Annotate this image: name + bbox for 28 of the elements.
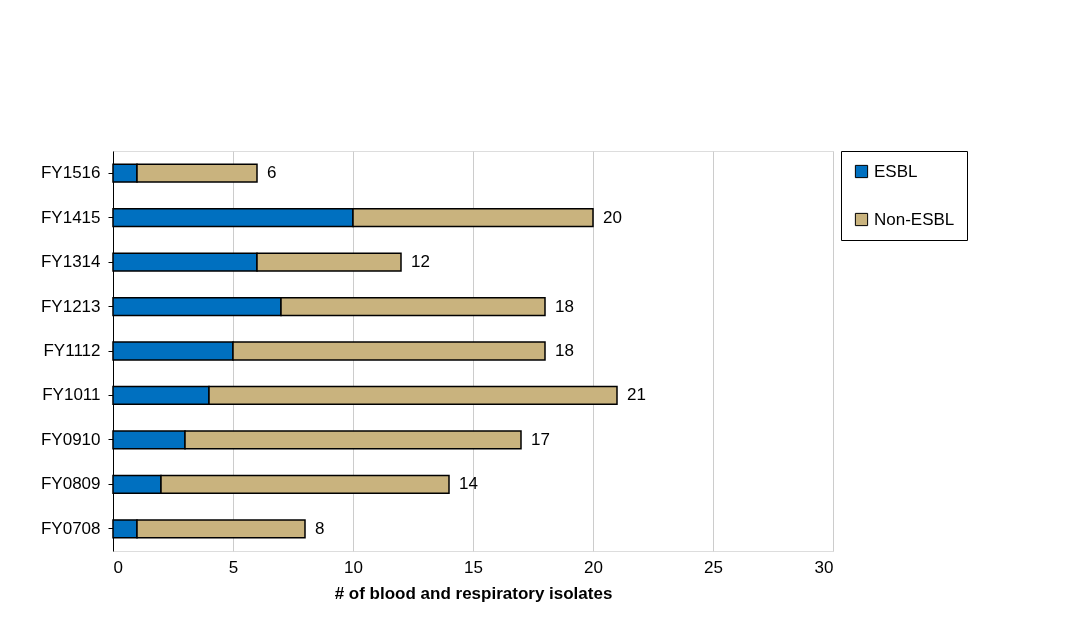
total-label: 18 [555, 296, 574, 316]
x-tick-label: 5 [228, 557, 239, 577]
x-tick-label: 20 [584, 557, 603, 577]
total-label: 21 [627, 385, 646, 405]
total-label: 12 [411, 252, 430, 272]
y-tick-label: FY0809 [40, 474, 101, 494]
y-tick-label: FY1415 [40, 207, 101, 227]
total-label: 8 [315, 518, 325, 538]
y-tick-label: FY1112 [43, 341, 101, 360]
y-tick-label: FY0708 [40, 518, 101, 538]
y-tick-label: FY1011 [42, 385, 101, 405]
x-tick-label: 15 [464, 557, 483, 577]
total-label: 18 [555, 341, 574, 360]
legend-label: Non-ESBL [874, 209, 955, 229]
y-tick-label: FY1314 [40, 252, 101, 272]
y-tick-label: FY1213 [40, 296, 101, 316]
x-tick-label: 0 [113, 557, 123, 577]
x-tick-label: 30 [814, 557, 834, 577]
legend-label: ESBL [874, 161, 918, 181]
total-label: 20 [603, 207, 622, 227]
x-axis-title: # of blood and respiratory isolates [334, 583, 613, 603]
total-label: 14 [459, 474, 478, 494]
total-label: 6 [267, 163, 277, 183]
x-tick-label: 25 [704, 557, 723, 577]
y-tick-label: FY1516 [40, 163, 101, 183]
y-tick-label: FY0910 [40, 429, 101, 449]
total-label: 17 [531, 429, 550, 449]
x-tick-label: 10 [344, 557, 363, 577]
